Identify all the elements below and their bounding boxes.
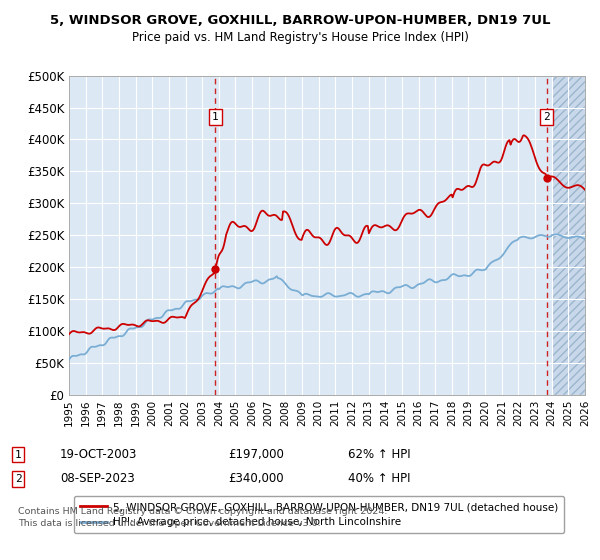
Legend: 5, WINDSOR GROVE, GOXHILL, BARROW-UPON-HUMBER, DN19 7UL (detached house), HPI: A: 5, WINDSOR GROVE, GOXHILL, BARROW-UPON-H… [74,496,564,534]
Text: 2: 2 [14,474,22,484]
Text: 62% ↑ HPI: 62% ↑ HPI [348,448,410,461]
Text: 5, WINDSOR GROVE, GOXHILL, BARROW-UPON-HUMBER, DN19 7UL: 5, WINDSOR GROVE, GOXHILL, BARROW-UPON-H… [50,14,550,27]
Text: 1: 1 [14,450,22,460]
Text: 2: 2 [544,112,550,122]
Text: 40% ↑ HPI: 40% ↑ HPI [348,472,410,486]
Text: Price paid vs. HM Land Registry's House Price Index (HPI): Price paid vs. HM Land Registry's House … [131,31,469,44]
Text: £340,000: £340,000 [228,472,284,486]
Bar [552,76,585,395]
Text: 1: 1 [212,112,219,122]
Text: 19-OCT-2003: 19-OCT-2003 [60,448,137,461]
Text: 08-SEP-2023: 08-SEP-2023 [60,472,135,486]
Text: Contains HM Land Registry data © Crown copyright and database right 2024.
This d: Contains HM Land Registry data © Crown c… [18,507,388,528]
Bar [552,76,585,395]
Text: £197,000: £197,000 [228,448,284,461]
